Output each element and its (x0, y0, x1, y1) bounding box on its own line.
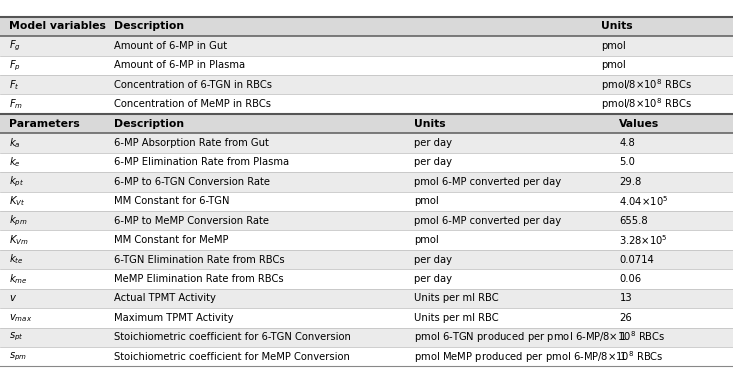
Bar (0, 269, 733, 289)
Text: 6-MP to MeMP Conversion Rate: 6-MP to MeMP Conversion Rate (114, 216, 268, 226)
Text: $k_{me}$: $k_{me}$ (9, 272, 27, 286)
Text: $k_e$: $k_e$ (9, 155, 21, 169)
Text: MM Constant for MeMP: MM Constant for MeMP (114, 235, 228, 245)
Text: pmol/8×10$^8$ RBCs: pmol/8×10$^8$ RBCs (601, 96, 692, 112)
Bar (0, 328, 733, 347)
Text: pmol: pmol (414, 196, 439, 206)
Text: $K_{Vt}$: $K_{Vt}$ (9, 195, 25, 208)
Text: pmol/8×10$^8$ RBCs: pmol/8×10$^8$ RBCs (601, 77, 692, 93)
Bar (0, 250, 733, 269)
Text: 29.8: 29.8 (619, 177, 641, 187)
Text: MM Constant for 6-TGN: MM Constant for 6-TGN (114, 196, 229, 206)
Text: Model variables: Model variables (9, 22, 106, 32)
Bar (0, 347, 733, 366)
Bar (0, 211, 733, 230)
Text: per day: per day (414, 157, 452, 167)
Text: 1: 1 (619, 352, 626, 362)
Text: pmol: pmol (601, 41, 626, 51)
Bar (0, 289, 733, 308)
Text: pmol 6-TGN produced per pmol 6-MP/8×10$^8$ RBCs: pmol 6-TGN produced per pmol 6-MP/8×10$^… (414, 329, 666, 345)
Text: 3.28×10$^5$: 3.28×10$^5$ (619, 233, 668, 247)
Text: Units per ml RBC: Units per ml RBC (414, 294, 498, 304)
Text: pmol: pmol (414, 235, 439, 245)
Text: 6-MP Absorption Rate from Gut: 6-MP Absorption Rate from Gut (114, 138, 268, 148)
Text: 6-TGN Elimination Rate from RBCs: 6-TGN Elimination Rate from RBCs (114, 254, 284, 264)
Text: $s_{pt}$: $s_{pt}$ (9, 331, 23, 343)
Bar (0, 153, 733, 172)
Text: 1: 1 (619, 332, 626, 342)
Text: per day: per day (414, 274, 452, 284)
Text: Maximum TPMT Activity: Maximum TPMT Activity (114, 313, 233, 323)
Text: pmol MeMP produced per pmol 6-MP/8×10$^8$ RBCs: pmol MeMP produced per pmol 6-MP/8×10$^8… (414, 349, 664, 365)
Text: Concentration of 6-TGN in RBCs: Concentration of 6-TGN in RBCs (114, 80, 272, 90)
Text: Units per ml RBC: Units per ml RBC (414, 313, 498, 323)
Text: $v$: $v$ (9, 294, 17, 304)
Text: Values: Values (619, 119, 660, 129)
Bar (0, 36, 733, 55)
Text: 5.0: 5.0 (619, 157, 636, 167)
Text: Actual TPMT Activity: Actual TPMT Activity (114, 294, 216, 304)
Bar (0, 192, 733, 211)
Text: $F_g$: $F_g$ (9, 39, 21, 53)
Text: Stoichiometric coefficient for 6-TGN Conversion: Stoichiometric coefficient for 6-TGN Con… (114, 332, 350, 342)
Text: $F_p$: $F_p$ (9, 58, 21, 73)
Text: 6-MP Elimination Rate from Plasma: 6-MP Elimination Rate from Plasma (114, 157, 289, 167)
Text: 4.8: 4.8 (619, 138, 635, 148)
Text: $K_{Vm}$: $K_{Vm}$ (9, 233, 29, 247)
Text: per day: per day (414, 254, 452, 264)
Text: Description: Description (114, 119, 184, 129)
Text: $v_{max}$: $v_{max}$ (9, 312, 32, 324)
Text: pmol 6-MP converted per day: pmol 6-MP converted per day (414, 216, 561, 226)
Bar (0, 75, 733, 94)
Text: 13: 13 (619, 294, 632, 304)
Bar (0, 133, 733, 153)
Bar (0, 172, 733, 192)
Text: 4.04×10$^5$: 4.04×10$^5$ (619, 195, 668, 208)
Text: Amount of 6-MP in Plasma: Amount of 6-MP in Plasma (114, 60, 245, 70)
Text: Concentration of MeMP in RBCs: Concentration of MeMP in RBCs (114, 99, 270, 109)
Text: 26: 26 (619, 313, 632, 323)
Bar (0, 17, 733, 36)
Text: 6-MP to 6-TGN Conversion Rate: 6-MP to 6-TGN Conversion Rate (114, 177, 270, 187)
Text: $k_{te}$: $k_{te}$ (9, 253, 23, 266)
Bar (0, 230, 733, 250)
Text: pmol 6-MP converted per day: pmol 6-MP converted per day (414, 177, 561, 187)
Text: $F_m$: $F_m$ (9, 97, 23, 111)
Text: $F_t$: $F_t$ (9, 78, 20, 92)
Text: Parameters: Parameters (9, 119, 80, 129)
Text: $k_{pt}$: $k_{pt}$ (9, 175, 24, 189)
Text: per day: per day (414, 138, 452, 148)
Bar (0, 94, 733, 114)
Bar (0, 55, 733, 75)
Text: 655.8: 655.8 (619, 216, 648, 226)
Text: 0.06: 0.06 (619, 274, 641, 284)
Text: Amount of 6-MP in Gut: Amount of 6-MP in Gut (114, 41, 226, 51)
Text: Description: Description (114, 22, 184, 32)
Bar (0, 308, 733, 328)
Text: pmol: pmol (601, 60, 626, 70)
Bar (0, 114, 733, 133)
Text: Units: Units (601, 22, 633, 32)
Text: Stoichiometric coefficient for MeMP Conversion: Stoichiometric coefficient for MeMP Conv… (114, 352, 350, 362)
Text: MeMP Elimination Rate from RBCs: MeMP Elimination Rate from RBCs (114, 274, 283, 284)
Text: $k_{pm}$: $k_{pm}$ (9, 214, 27, 228)
Text: Units: Units (414, 119, 446, 129)
Text: $s_{pm}$: $s_{pm}$ (9, 350, 27, 363)
Text: 0.0714: 0.0714 (619, 254, 654, 264)
Text: $k_a$: $k_a$ (9, 136, 21, 150)
